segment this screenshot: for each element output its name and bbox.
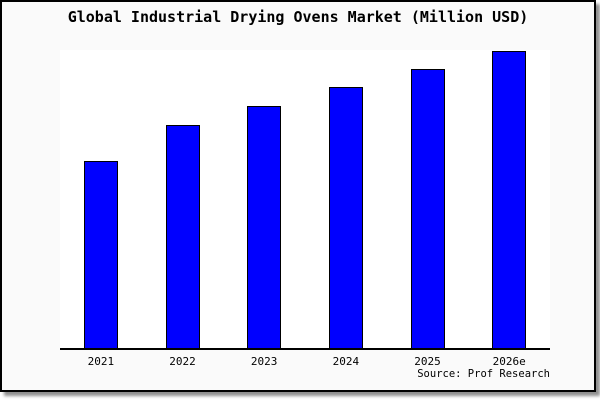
bar-slot bbox=[387, 50, 469, 348]
bar-slot bbox=[60, 50, 142, 348]
bar-slot bbox=[305, 50, 387, 348]
bar-slot bbox=[223, 50, 305, 348]
bar-slots bbox=[60, 50, 550, 348]
bar-slot bbox=[468, 50, 550, 348]
x-tick-label-2023: 2023 bbox=[250, 355, 278, 368]
source-note: Source: Prof Research bbox=[417, 368, 550, 380]
bar-2021 bbox=[83, 161, 118, 348]
x-axis-labels: 2021 2022 2023 2024 2025 2026e bbox=[60, 355, 550, 368]
x-tick-label-2026e: 2026e bbox=[492, 355, 526, 368]
x-tick-label-2022: 2022 bbox=[169, 355, 196, 368]
bar-2024 bbox=[328, 86, 363, 348]
x-tick-label-2024: 2024 bbox=[332, 355, 360, 368]
x-tick-label-2021: 2021 bbox=[87, 355, 115, 368]
chart-frame: Global Industrial Drying Ovens Market (M… bbox=[0, 0, 596, 392]
chart-title: Global Industrial Drying Ovens Market (M… bbox=[67, 8, 529, 26]
plot-area bbox=[60, 50, 550, 350]
bar-2022 bbox=[165, 124, 200, 348]
bar-2026e bbox=[492, 51, 527, 348]
bar-slot bbox=[142, 50, 224, 348]
x-tick-label-2025: 2025 bbox=[414, 355, 441, 368]
bar-2025 bbox=[410, 68, 445, 348]
bar-2023 bbox=[247, 105, 282, 348]
